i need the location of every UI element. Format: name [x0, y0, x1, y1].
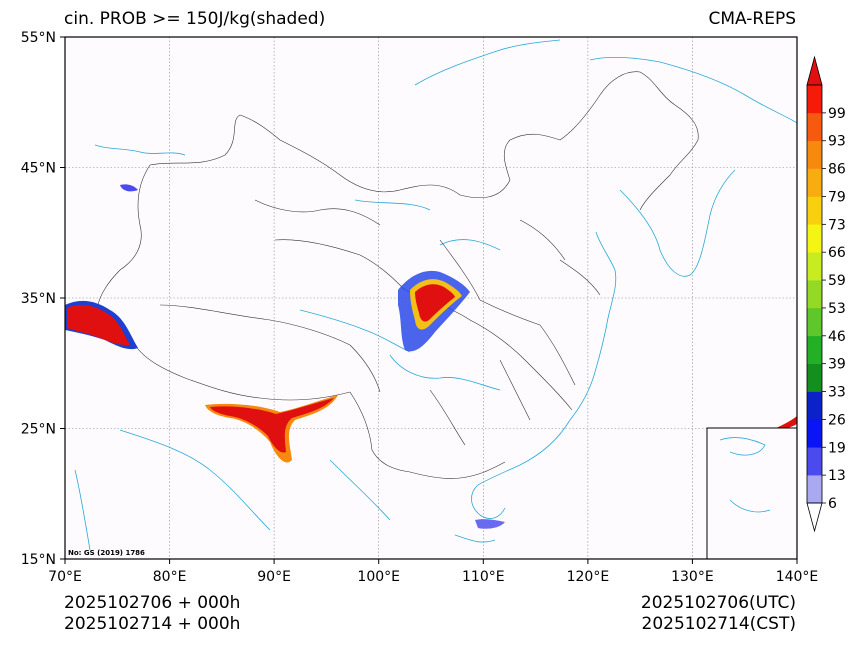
lon-label: 100°E	[357, 569, 400, 585]
colorbar-label: 39	[828, 357, 846, 373]
lat-label: 35°N	[21, 291, 56, 307]
colorbar-segment	[807, 168, 822, 197]
colorbar-min-extend	[806, 502, 823, 533]
colorbar-label: 26	[828, 412, 846, 428]
colorbar-label: 33	[828, 385, 846, 401]
colorbar-outline	[806, 84, 823, 504]
colorbar-max-extend	[806, 55, 823, 86]
colorbar-label: 59	[828, 273, 846, 289]
colorbar-segment	[807, 475, 822, 504]
colorbar-segment	[807, 391, 822, 420]
init-forecast-times: 2025102706 + 000h 2025102714 + 000h	[64, 593, 240, 635]
colorbar-segment	[807, 335, 822, 364]
lon-label: 130°E	[671, 569, 714, 585]
colorbar-label: 86	[828, 162, 846, 178]
map-title: cin. PROB >= 150J/kg(shaded)	[64, 9, 326, 29]
utc-init-line: 2025102706 + 000h	[64, 593, 241, 613]
colorbar-segment	[807, 224, 822, 253]
colorbar-segment	[807, 363, 822, 392]
colorbar-segment	[807, 252, 822, 281]
colorbar-label: 93	[828, 134, 846, 150]
lat-label: 45°N	[21, 161, 56, 177]
colorbar-segment	[807, 447, 822, 476]
cst-time-line: 2025102714(CST)	[641, 614, 796, 634]
cst-init-line: 2025102714 + 000h	[64, 614, 241, 634]
lat-label: 55°N	[21, 30, 56, 46]
colorbar-label: 6	[828, 496, 837, 512]
graticule	[65, 37, 797, 559]
map-approval-note: No: GS (2019) 1786	[68, 549, 145, 557]
colorbar-segment	[807, 307, 822, 337]
colorbar-segment	[807, 140, 822, 169]
valid-times: 2025102706(UTC) 2025102714(CST)	[641, 593, 796, 635]
coastlines	[74, 39, 798, 551]
colorbar-label: 99	[828, 106, 846, 122]
colorbar-label: 79	[828, 189, 846, 205]
lon-label: 140°E	[776, 569, 819, 585]
colorbar-label: 66	[828, 245, 846, 261]
colorbar-label: 53	[828, 301, 846, 317]
lon-label: 120°E	[567, 569, 610, 585]
colorbar-label: 46	[828, 329, 846, 345]
lon-label: 110°E	[462, 569, 505, 585]
utc-time-line: 2025102706(UTC)	[640, 593, 796, 613]
colorbar: 6 13 19 26 33 39 46 53 59 66 73 79 86 93 99	[806, 55, 846, 533]
lat-labels: 55°N 45°N 35°N 25°N 15°N	[21, 30, 56, 568]
lon-label: 80°E	[153, 569, 187, 585]
colorbar-label: 73	[828, 217, 846, 233]
colorbar-segment	[807, 112, 822, 142]
lon-labels: 70°E 80°E 90°E 100°E 110°E 120°E 130°E 1…	[48, 569, 818, 585]
lon-label: 90°E	[257, 569, 291, 585]
lon-label: 70°E	[48, 569, 82, 585]
colorbar-label: 13	[828, 468, 846, 484]
lat-label: 15°N	[21, 552, 56, 568]
lat-label: 25°N	[21, 422, 56, 438]
inset-map	[706, 427, 798, 560]
tick-marks	[60, 36, 798, 564]
model-name: CMA-REPS	[708, 9, 796, 29]
probability-shading	[65, 184, 797, 529]
colorbar-label: 19	[828, 440, 846, 456]
colorbar-segment	[807, 419, 822, 448]
colorbar-segment	[807, 280, 822, 309]
colorbar-segment	[807, 196, 822, 225]
colorbar-segment	[807, 85, 822, 114]
